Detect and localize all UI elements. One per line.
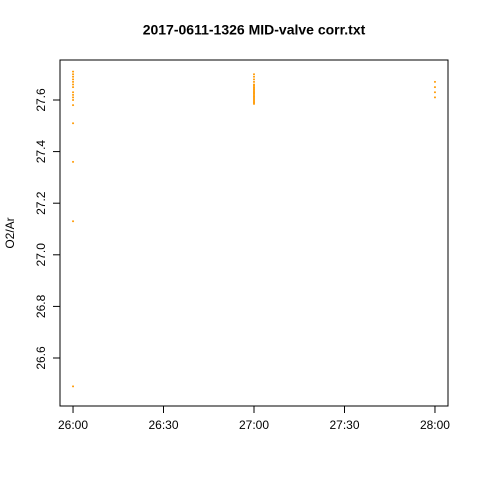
point <box>72 78 75 81</box>
point <box>433 91 436 94</box>
y-tick-label: 27.6 <box>34 88 48 112</box>
point <box>72 96 75 99</box>
x-tick-label: 27:30 <box>329 418 359 432</box>
chart-title: 2017-0611-1326 MID-valve corr.txt <box>143 22 366 38</box>
y-tick-label: 27.0 <box>34 243 48 267</box>
point <box>72 104 75 107</box>
y-tick-label: 27.4 <box>34 140 48 164</box>
point <box>433 96 436 99</box>
y-tick-label: 27.2 <box>34 191 48 215</box>
point <box>72 75 75 78</box>
point <box>72 93 75 96</box>
point <box>72 86 75 89</box>
x-tick-label: 28:00 <box>420 418 450 432</box>
point <box>72 91 75 94</box>
point <box>72 385 75 388</box>
point <box>253 102 255 105</box>
x-tick-label: 27:00 <box>239 418 269 432</box>
point <box>72 122 75 125</box>
point <box>433 86 436 89</box>
point <box>72 80 75 83</box>
x-tick-label: 26:30 <box>148 418 178 432</box>
y-tick-label: 26.8 <box>34 294 48 318</box>
plot-box <box>59 59 449 407</box>
point <box>72 220 75 223</box>
point <box>253 75 255 78</box>
point <box>433 80 436 83</box>
point <box>253 80 255 83</box>
y-axis-label: O2/Ar <box>3 217 17 248</box>
point <box>72 98 75 101</box>
point <box>253 78 255 81</box>
point <box>72 160 75 163</box>
x-tick-label: 26:00 <box>58 418 88 432</box>
point <box>72 70 75 73</box>
point <box>253 73 255 76</box>
point <box>72 73 75 76</box>
y-tick-label: 26.6 <box>34 346 48 370</box>
point <box>72 83 75 86</box>
